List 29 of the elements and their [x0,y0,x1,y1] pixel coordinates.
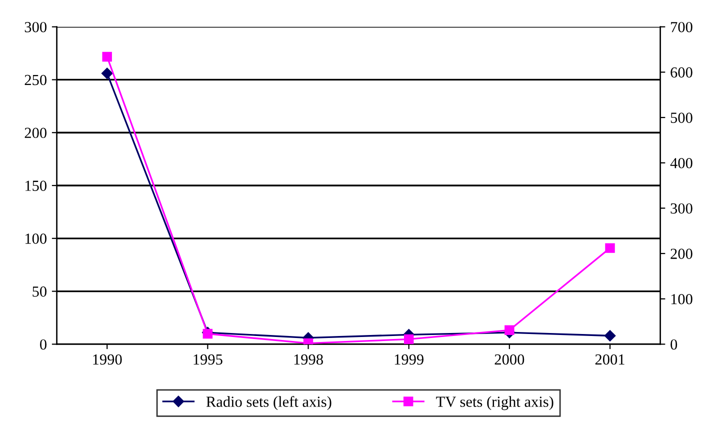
y-tick-label: 50 [32,286,46,297]
y2-tick-label: 700 [671,22,692,32]
y-tick-label: 0 [40,339,46,350]
x-tick-label: 1998 [294,354,323,365]
y-tick-label: 100 [26,234,46,244]
y2-tick-label: 500 [670,112,692,123]
point [102,52,112,62]
point [404,334,414,344]
y2-tick-label: 0 [670,339,678,350]
x-tick-label: 1990 [93,354,122,365]
legend-label: Radio sets (left axis) [206,396,332,410]
y-tick-label: 200 [24,128,46,138]
y2-tick-label: 200 [670,248,692,259]
y2-tick-label: 600 [670,67,692,78]
point [604,330,616,342]
x-tick-label: 1999 [394,354,424,365]
y2-tick-label: 100 [671,294,692,304]
x-tick-label: 1995 [194,354,222,365]
y-tick-label: 300 [24,22,46,32]
point [101,68,113,79]
x-tick-label: 2000 [494,354,524,365]
legend-label: TV sets (right axis) [436,396,554,410]
y2-tick-label: 400 [670,158,692,168]
y2-tick-label: 300 [670,203,692,214]
point [605,243,615,253]
x-tick-label: 2001 [595,354,624,365]
y-tick-label: 150 [26,180,46,191]
point [504,325,514,335]
y-tick-label: 250 [24,74,46,86]
